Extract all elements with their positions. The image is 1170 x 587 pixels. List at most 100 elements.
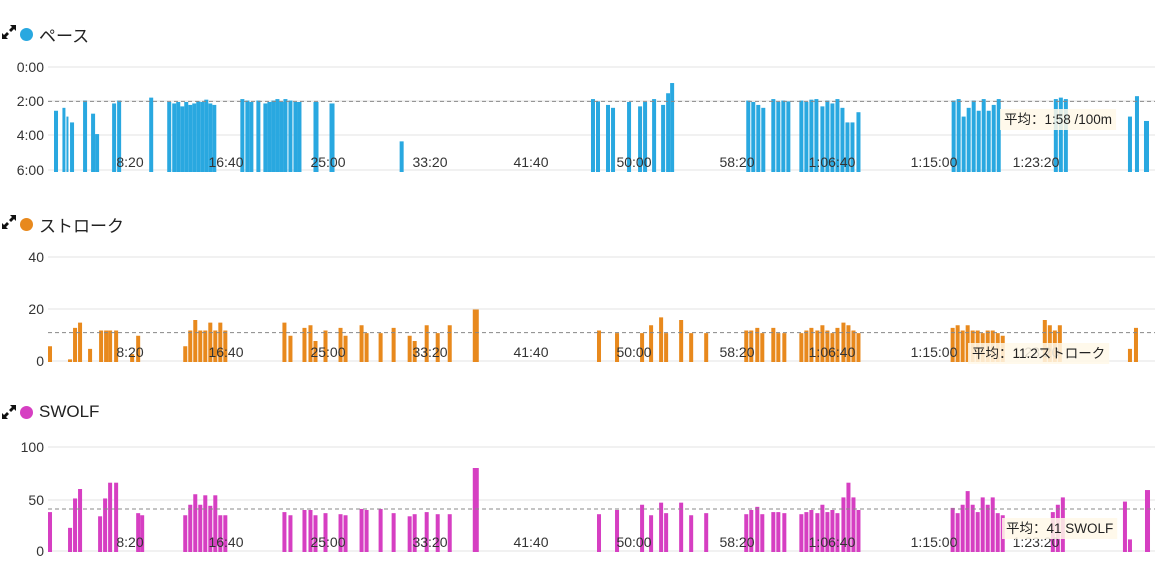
bar[interactable] (689, 515, 694, 552)
bar[interactable] (343, 515, 348, 552)
bar[interactable] (985, 504, 990, 552)
bar[interactable] (640, 333, 645, 362)
bar[interactable] (54, 110, 59, 172)
bar[interactable] (204, 99, 209, 172)
bar[interactable] (140, 515, 145, 552)
bar[interactable] (378, 333, 383, 362)
bar[interactable] (412, 514, 417, 552)
bar[interactable] (786, 101, 791, 172)
bar[interactable] (689, 333, 694, 362)
bar[interactable] (761, 107, 766, 172)
bar[interactable] (114, 482, 119, 552)
bar[interactable] (771, 512, 776, 552)
bar[interactable] (323, 330, 328, 363)
bar[interactable] (218, 322, 223, 362)
bar[interactable] (996, 99, 1001, 172)
bar[interactable] (188, 504, 193, 552)
bar[interactable] (991, 104, 996, 172)
bar[interactable] (830, 333, 835, 362)
bar[interactable] (825, 512, 830, 552)
bar[interactable] (1144, 490, 1151, 552)
bar[interactable] (308, 325, 313, 362)
bar[interactable] (615, 333, 620, 362)
bar[interactable] (112, 103, 117, 172)
bar[interactable] (91, 113, 96, 172)
bar[interactable] (749, 330, 754, 363)
bar[interactable] (218, 515, 223, 552)
bar[interactable] (804, 330, 809, 363)
bar[interactable] (399, 141, 404, 172)
bar[interactable] (760, 333, 765, 362)
bar[interactable] (447, 514, 452, 552)
bar[interactable] (293, 102, 298, 172)
bar[interactable] (114, 330, 119, 363)
bar[interactable] (782, 333, 787, 362)
bar[interactable] (313, 515, 318, 552)
bar[interactable] (282, 322, 287, 362)
bar[interactable] (951, 100, 956, 172)
bar[interactable] (659, 317, 664, 362)
bar[interactable] (664, 513, 669, 552)
bar[interactable] (288, 100, 293, 172)
bar[interactable] (596, 330, 602, 363)
bar[interactable] (1143, 120, 1149, 172)
bar[interactable] (240, 99, 245, 172)
bar[interactable] (62, 107, 66, 172)
bar[interactable] (1058, 97, 1063, 172)
bar[interactable] (203, 495, 208, 552)
bar[interactable] (856, 510, 861, 552)
bar[interactable] (652, 99, 657, 172)
expand-icon[interactable] (0, 213, 18, 231)
bar[interactable] (981, 99, 986, 172)
bar[interactable] (679, 502, 684, 552)
bar[interactable] (68, 527, 73, 552)
bar[interactable] (856, 333, 861, 362)
bar[interactable] (744, 514, 749, 552)
bar[interactable] (256, 100, 261, 172)
bar[interactable] (283, 99, 288, 172)
bar[interactable] (196, 101, 201, 172)
bar[interactable] (841, 497, 846, 552)
bar[interactable] (192, 103, 197, 172)
bar[interactable] (950, 327, 955, 362)
bar[interactable] (756, 104, 761, 172)
bar[interactable] (188, 330, 193, 363)
bar[interactable] (649, 325, 654, 362)
bar[interactable] (955, 513, 960, 552)
bar[interactable] (183, 515, 188, 552)
bar[interactable] (288, 335, 293, 362)
bar[interactable] (643, 102, 648, 172)
bar[interactable] (359, 508, 364, 552)
bar[interactable] (830, 510, 835, 552)
bar[interactable] (203, 330, 208, 363)
bar[interactable] (820, 504, 825, 552)
bar[interactable] (338, 327, 343, 362)
bar[interactable] (391, 513, 396, 552)
bar[interactable] (670, 83, 675, 172)
bar[interactable] (781, 100, 786, 172)
bar[interactable] (48, 512, 53, 552)
bar[interactable] (846, 482, 851, 552)
bar[interactable] (830, 103, 835, 172)
bar[interactable] (208, 322, 213, 362)
bar[interactable] (966, 107, 971, 172)
bar[interactable] (183, 346, 188, 362)
bar[interactable] (809, 510, 814, 552)
bar[interactable] (965, 491, 970, 552)
bar[interactable] (746, 100, 751, 172)
bar[interactable] (1127, 539, 1132, 552)
bar[interactable] (200, 102, 205, 172)
bar[interactable] (95, 134, 100, 172)
bar[interactable] (606, 104, 611, 172)
bar[interactable] (99, 330, 104, 363)
bar[interactable] (804, 512, 809, 552)
bar[interactable] (323, 513, 328, 552)
bar[interactable] (472, 468, 479, 552)
bar[interactable] (840, 107, 845, 172)
bar[interactable] (223, 330, 228, 363)
bar[interactable] (223, 515, 228, 552)
bar[interactable] (679, 320, 684, 362)
bar[interactable] (666, 93, 671, 172)
bar[interactable] (851, 497, 856, 552)
bar[interactable] (136, 513, 141, 552)
